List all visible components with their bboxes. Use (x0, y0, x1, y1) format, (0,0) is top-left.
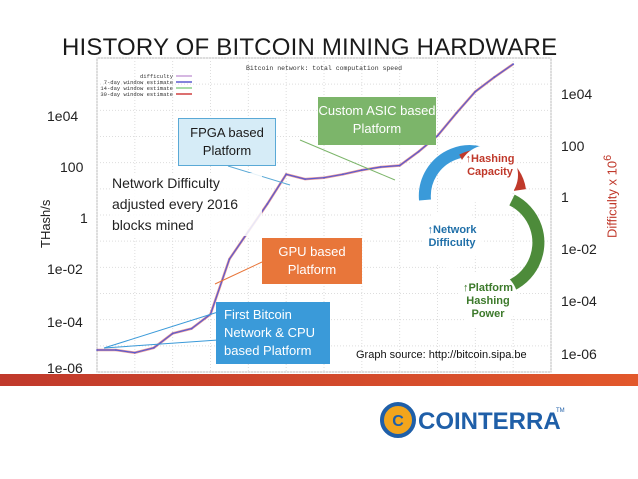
data-point (171, 332, 174, 335)
right-axis-title: Difficulty x 106 (602, 154, 620, 238)
data-point (115, 349, 117, 351)
callout-asic: Custom ASIC based Platform (318, 97, 436, 145)
chart-title: Bitcoin network: total computation speed (246, 65, 402, 72)
right-tick-label: 1e04 (561, 86, 593, 102)
cointerra-logo: C COINTERRA TM (378, 400, 568, 440)
logo-graphic: C COINTERRA TM (380, 402, 565, 438)
right-tick-label: 1 (561, 189, 569, 205)
cycle-label-network: ↑Network Difficulty (427, 224, 477, 249)
legend-entry: 30-day window estimate (100, 91, 173, 98)
series-group (96, 63, 515, 354)
right-tick-label: 1e-06 (561, 346, 597, 362)
callout-leaders (103, 139, 396, 349)
callout-fpga: FPGA based Platform (178, 118, 276, 166)
data-point (455, 112, 458, 114)
data-point (190, 327, 193, 330)
footer-band (0, 383, 638, 479)
cycle-label-platform: ↑Platform Hashing Power (462, 282, 514, 320)
right-tick-label: 100 (561, 138, 585, 154)
left-axis-title: THash/s (38, 199, 53, 248)
logo-tm: TM (556, 408, 565, 414)
data-point (379, 166, 382, 168)
data-point (493, 76, 496, 79)
left-tick-label: 1e-02 (47, 261, 83, 277)
slide-title: HISTORY OF BITCOIN MINING HARDWARE (62, 34, 558, 61)
logo-wordmark: COINTERRA (418, 408, 561, 435)
data-point (417, 150, 420, 153)
legend-entry: 7-day window estimate (104, 79, 173, 86)
data-point (228, 258, 231, 260)
left-tick-label: 1e-06 (47, 360, 83, 376)
cycle-node-network (422, 208, 482, 268)
legend-entry: 14-day window estimate (100, 85, 173, 92)
left-tick-label: 1e04 (47, 108, 79, 124)
cycle-label-hashing: ↑Hashing Capacity (465, 153, 515, 178)
leader-gpu (214, 261, 263, 285)
data-point (96, 349, 98, 351)
leader-first (103, 311, 219, 349)
leader-first-2 (103, 339, 219, 349)
left-tick-label: 100 (60, 159, 84, 175)
left-tick-label: 1e-04 (47, 314, 83, 330)
right-tick-label: 1e-04 (561, 293, 597, 309)
data-point (398, 164, 401, 167)
data-point (436, 134, 439, 137)
data-point (323, 176, 325, 179)
svg-text:C: C (392, 413, 404, 430)
data-point (474, 90, 477, 93)
right-tick-label: 1e-02 (561, 241, 597, 257)
logo-coin-icon (380, 402, 416, 438)
data-point (360, 169, 363, 172)
data-point (152, 346, 155, 349)
cycle-node-hashing (458, 145, 518, 205)
legend-entry: difficulty (140, 73, 174, 80)
left-tick-label: 1 (80, 210, 88, 226)
data-point (285, 173, 288, 176)
network-difficulty-note: Network Difficulty adjusted every 2016 b… (112, 173, 262, 236)
footer-stripe (0, 374, 638, 386)
data-point (304, 178, 306, 181)
graph-source: Graph source: http://bitcoin.sipa.be (356, 349, 527, 361)
data-point (266, 203, 269, 205)
cycle-node-platform (458, 270, 518, 330)
data-point (512, 63, 515, 65)
right-axis-exponent: 6 (602, 154, 614, 161)
cycle-diagram (418, 145, 545, 330)
callout-first-bitcoin: First Bitcoin Network & CPU based Platfo… (216, 302, 330, 364)
leader-asic (299, 139, 396, 181)
data-point (133, 351, 136, 354)
callout-gpu: GPU based Platform (262, 238, 362, 284)
data-point (342, 173, 344, 176)
